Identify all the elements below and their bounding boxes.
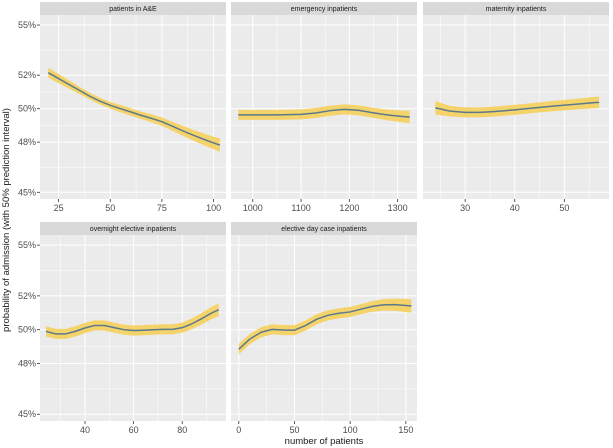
x-tick-label: 1000 xyxy=(243,203,263,213)
y-tick-label: 55% xyxy=(18,240,36,250)
panels: patients in A&E 25 50 75 100 45% 48% 50% 52% 55% e… xyxy=(18,2,609,435)
panel: emergency inpatients 1000 1100 1200 1300 xyxy=(231,2,417,213)
y-tick-label: 48% xyxy=(18,137,36,147)
y-tick-label: 48% xyxy=(18,359,36,369)
panel-strip xyxy=(40,222,226,235)
series-line xyxy=(45,309,220,335)
series-line xyxy=(435,101,600,114)
panel-title: emergency inpatients xyxy=(291,6,358,13)
panel-background xyxy=(231,235,417,421)
panel-title: patients in A&E xyxy=(109,6,157,13)
x-tick-label: 50 xyxy=(559,203,569,213)
prediction-band xyxy=(238,298,412,355)
y-tick-label: 45% xyxy=(18,187,36,197)
x-tick-label: 30 xyxy=(460,203,470,213)
panel: overnight elective inpatients 40 60 80 45% 48… xyxy=(18,222,226,435)
x-tick-label: 40 xyxy=(80,425,90,435)
panel: patients in A&E 25 50 75 100 45% 48% 50% 52% 55% xyxy=(18,2,226,213)
prediction-band xyxy=(46,303,219,339)
x-tick-label: 1100 xyxy=(291,203,310,213)
series-line xyxy=(238,108,410,118)
x-tick-label: 40 xyxy=(510,203,520,213)
y-axis-title: probability of admission (with 50% predi… xyxy=(1,108,12,332)
x-tick-label: 1300 xyxy=(388,203,408,213)
panel-title: overnight elective inpatients xyxy=(90,226,177,233)
y-tick-label: 50% xyxy=(18,104,36,114)
x-tick-label: 75 xyxy=(157,203,167,213)
x-tick-label: 50 xyxy=(105,203,115,213)
x-tick-label: 150 xyxy=(398,425,413,435)
panel: maternity inpatients 30 40 50 xyxy=(423,2,609,213)
x-tick-label: 100 xyxy=(206,203,221,213)
x-tick-label: 80 xyxy=(177,425,187,435)
prediction-band xyxy=(48,67,220,152)
prediction-band xyxy=(238,104,410,124)
x-tick-label: 1200 xyxy=(339,203,359,213)
series-line xyxy=(238,303,412,350)
panel-strip xyxy=(231,2,417,15)
series-line xyxy=(47,72,221,146)
x-tick-label: 50 xyxy=(289,425,299,435)
panel-strip xyxy=(423,2,609,15)
y-tick-label: 52% xyxy=(18,70,36,80)
panel-background xyxy=(40,15,226,199)
x-tick-label: 60 xyxy=(129,425,139,435)
panel-strip xyxy=(40,2,226,15)
x-tick-label: 25 xyxy=(54,203,64,213)
y-tick-label: 50% xyxy=(18,325,36,335)
y-tick-label: 45% xyxy=(18,409,36,419)
x-axis-title: number of patients xyxy=(285,436,364,447)
panel: elective day case inpatients 0 50 100 150 xyxy=(231,222,417,435)
y-tick-label: 52% xyxy=(18,291,36,301)
y-tick-label: 55% xyxy=(18,20,36,30)
panel-strip xyxy=(231,222,417,235)
x-tick-label: 100 xyxy=(343,425,358,435)
x-tick-label: 0 xyxy=(236,425,241,435)
panel-title: elective day case inpatients xyxy=(281,226,367,233)
panel-title: maternity inpatients xyxy=(486,6,547,13)
